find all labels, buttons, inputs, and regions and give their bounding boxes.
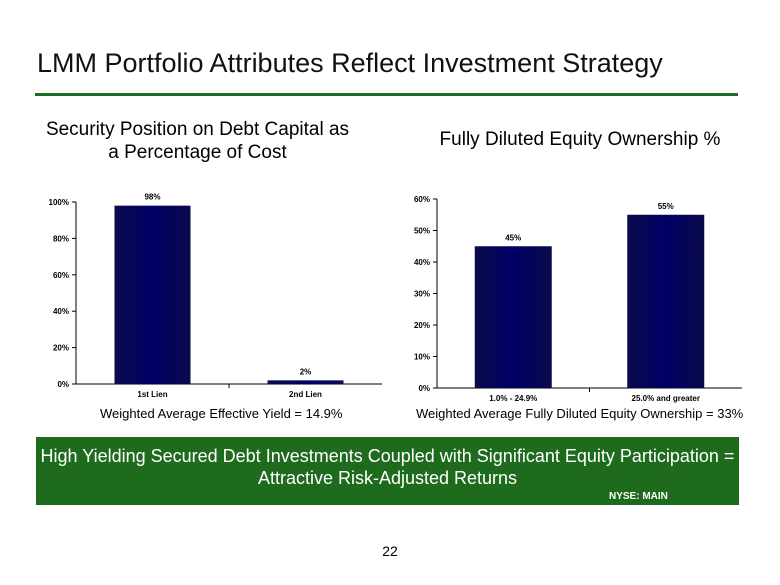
banner-text: High Yielding Secured Debt Investments C… <box>40 446 735 488</box>
chart-1-data-label: 2% <box>300 367 312 376</box>
chart-1-y-tick-label: 100% <box>49 198 69 207</box>
chart-2-bar <box>474 246 552 388</box>
title-divider <box>35 93 738 96</box>
ticker-label: NYSE: MAIN <box>609 491 668 502</box>
chart-1-y-tick-label: 0% <box>57 380 69 389</box>
chart-1-y-tick-label: 60% <box>53 271 69 280</box>
chart-2-y-tick-label: 10% <box>414 353 430 362</box>
chart-2-data-label: 55% <box>658 202 674 211</box>
chart-2-x-tick-label: 1.0% - 24.9% <box>489 394 537 403</box>
chart-2: 0% 10% 20% 30% 40% 50% 60% 45% 1.0% - 24.9% 55% 25… <box>414 195 742 403</box>
chart-1-note: Weighted Average Effective Yield = 14.9% <box>100 406 343 421</box>
chart-2-note: Weighted Average Fully Diluted Equity Ow… <box>416 406 744 421</box>
chart-1-x-tick-label: 1st Lien <box>137 390 167 399</box>
summary-banner: High Yielding Secured Debt Investments C… <box>36 437 739 505</box>
chart-1-title: Security Position on Debt Capital as a P… <box>45 119 350 163</box>
chart-1-y-tick-label: 20% <box>53 344 69 353</box>
chart-1-bar <box>114 205 191 384</box>
slide-title: LMM Portfolio Attributes Reflect Investm… <box>37 48 663 78</box>
chart-2-title: Fully Diluted Equity Ownership % <box>439 129 721 150</box>
chart-1-x-tick-label: 2nd Lien <box>289 390 322 399</box>
chart-2-y-tick-label: 0% <box>418 384 430 393</box>
chart-2-y-tick-label: 40% <box>414 258 430 267</box>
chart-2-y-tick-label: 20% <box>414 321 430 330</box>
chart-2-y-tick-label: 50% <box>414 227 430 236</box>
chart-1-bar <box>267 380 344 384</box>
chart-2-bar <box>627 214 705 388</box>
chart-2-y-tick-label: 60% <box>414 195 430 204</box>
page-number: 22 <box>382 543 398 559</box>
chart-1-data-label: 98% <box>144 193 160 202</box>
chart-1: 0% 20% 40% 60% 80% 100% 98% 1st Lien 2% 2nd Lien <box>49 193 382 399</box>
chart-2-data-label: 45% <box>505 233 521 242</box>
chart-1-y-tick-label: 40% <box>53 307 69 316</box>
chart-2-y-tick-label: 30% <box>414 290 430 299</box>
chart-2-x-tick-label: 25.0% and greater <box>632 394 700 403</box>
chart-1-y-tick-label: 80% <box>53 234 69 243</box>
